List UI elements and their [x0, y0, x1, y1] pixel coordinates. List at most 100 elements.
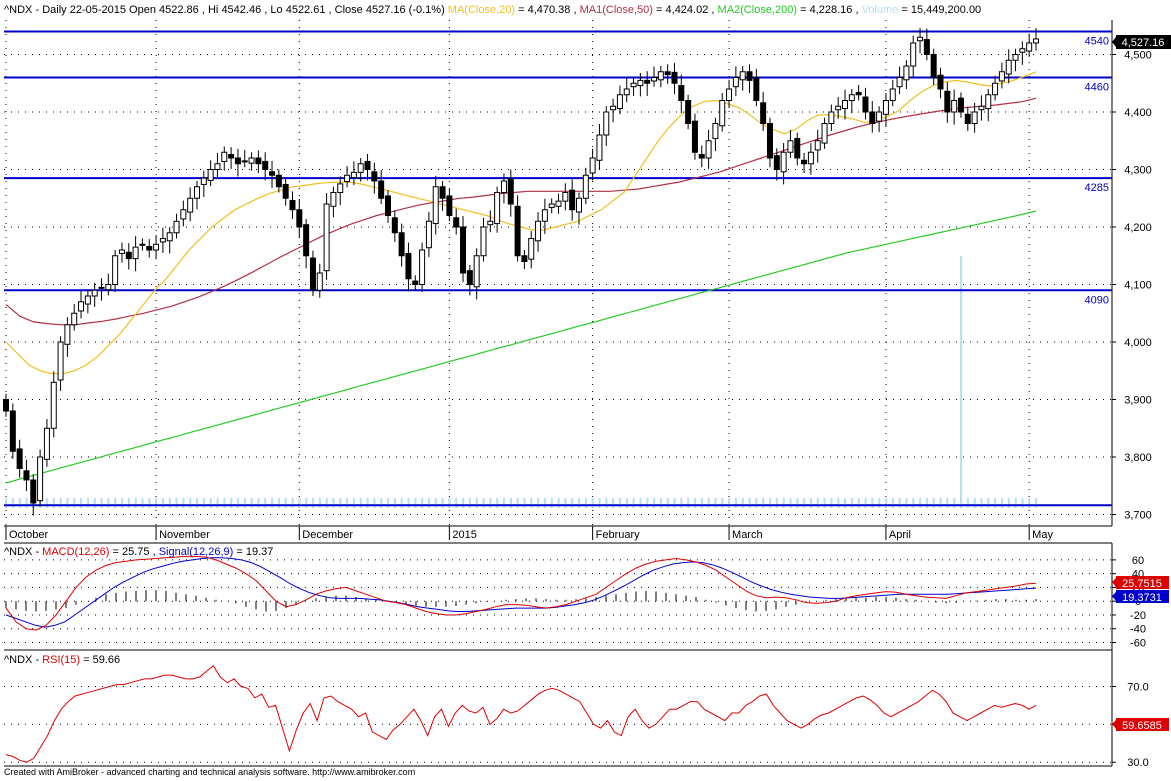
volume-bar — [1014, 498, 1017, 508]
volume-bar — [809, 498, 813, 508]
candle-up — [84, 295, 91, 305]
candle-down — [289, 200, 296, 211]
volume-bar — [427, 498, 431, 508]
volume-bar — [448, 498, 451, 508]
candle-up — [528, 238, 535, 260]
candle-down — [698, 154, 705, 159]
candle-down — [453, 217, 460, 228]
header-close-label: Close — [335, 4, 363, 16]
candle-down — [439, 186, 446, 199]
candle-up — [630, 82, 637, 88]
volume-bar — [687, 498, 690, 508]
candle-up — [842, 100, 849, 110]
volume-bar — [407, 498, 410, 508]
volume-bar — [734, 498, 738, 508]
volume-bar — [475, 498, 478, 508]
candle-up — [98, 286, 105, 289]
candle-down — [923, 39, 930, 55]
header-symbol: ^NDX — [4, 4, 33, 16]
candle-up — [555, 200, 562, 207]
date-tick-label: October — [9, 529, 48, 541]
candle-down — [466, 270, 473, 286]
macd-title-prefix: ^NDX - — [4, 546, 39, 558]
candle-up — [637, 79, 644, 87]
volume-bar — [339, 498, 342, 508]
volume-bar — [311, 498, 315, 508]
level-line-label: 4460 — [1085, 82, 1109, 94]
candle-down — [228, 154, 235, 159]
candle-up — [350, 171, 357, 179]
volume-bar — [468, 498, 472, 508]
volume-bar — [291, 498, 294, 508]
last-price-tag-text: 4,527.16 — [1122, 37, 1165, 49]
candle-down — [371, 171, 378, 182]
candle-down — [405, 252, 412, 280]
ma200-line — [5, 210, 1037, 484]
candle-up — [562, 192, 569, 202]
header-ma20-value: 4,470.38 — [528, 4, 571, 16]
volume-bar — [59, 498, 62, 508]
candle-up — [596, 134, 603, 161]
candle-up — [207, 169, 214, 181]
rsi-value-tag: 59.6585 — [1112, 718, 1169, 732]
header-lo: 4522.61 — [286, 4, 326, 16]
volume-bar — [189, 498, 192, 508]
header-lo-label: Lo — [270, 4, 282, 16]
price-tick-label: 3,800 — [1124, 452, 1152, 464]
date-tick-label: March — [732, 529, 763, 541]
volume-bar — [352, 498, 356, 508]
volume-bar — [768, 498, 772, 508]
volume-bar — [434, 498, 437, 508]
candle-up — [487, 220, 494, 226]
candle-up — [910, 42, 917, 67]
price-tick-label: 4,100 — [1124, 280, 1152, 292]
last-price-tag: 4,527.16 — [1112, 35, 1171, 49]
candle-down — [364, 160, 371, 170]
volume-bar — [659, 498, 663, 508]
volume-bar — [386, 498, 390, 508]
volume-bar — [837, 498, 840, 508]
volume-bar — [175, 498, 178, 508]
candle-up — [535, 220, 542, 242]
candle-up — [187, 197, 194, 213]
volume-bar — [857, 498, 860, 508]
volume-bar — [182, 498, 185, 508]
candlesticks — [3, 28, 1039, 516]
volume-bar — [775, 498, 778, 508]
volume-bar — [748, 498, 751, 508]
volume-bar — [257, 498, 260, 508]
price-tick-label: 3,700 — [1124, 510, 1152, 522]
macd-title: ^NDX - MACD(12,26) = 25.75 , Signal(12,2… — [4, 546, 273, 558]
candle-down — [146, 246, 153, 251]
candle-down — [255, 157, 262, 165]
volume-bar — [878, 498, 881, 508]
volume-bar — [946, 498, 949, 508]
level-line-label: 4540 — [1085, 36, 1109, 48]
candle-down — [746, 71, 753, 81]
header-change: (-0.1%) — [409, 4, 445, 16]
candle-down — [296, 209, 303, 228]
volume-bar — [80, 498, 83, 508]
candle-up — [623, 88, 630, 96]
candle-down — [30, 479, 37, 504]
candle-down — [671, 71, 678, 84]
macd-line — [5, 555, 1037, 631]
date-tick-label: April — [889, 529, 911, 541]
candle-up — [985, 94, 992, 110]
volume-bar — [905, 498, 908, 508]
volume-bar — [653, 498, 656, 508]
price-tick-label: 4,200 — [1124, 222, 1152, 234]
candle-up — [541, 209, 548, 222]
candle-down — [964, 113, 971, 125]
volume-bar — [195, 498, 199, 508]
volume-bar — [550, 498, 553, 508]
candle-up — [105, 284, 112, 291]
candle-up — [57, 341, 64, 381]
header-ma200-label: MA2(Close,200) — [718, 4, 797, 16]
macd-title-label: MACD(12,26) — [42, 546, 109, 558]
volume-bar — [134, 498, 137, 508]
volume-bar — [73, 498, 76, 508]
candle-up — [821, 123, 828, 144]
candle-up — [889, 88, 896, 101]
candle-up — [582, 174, 589, 199]
